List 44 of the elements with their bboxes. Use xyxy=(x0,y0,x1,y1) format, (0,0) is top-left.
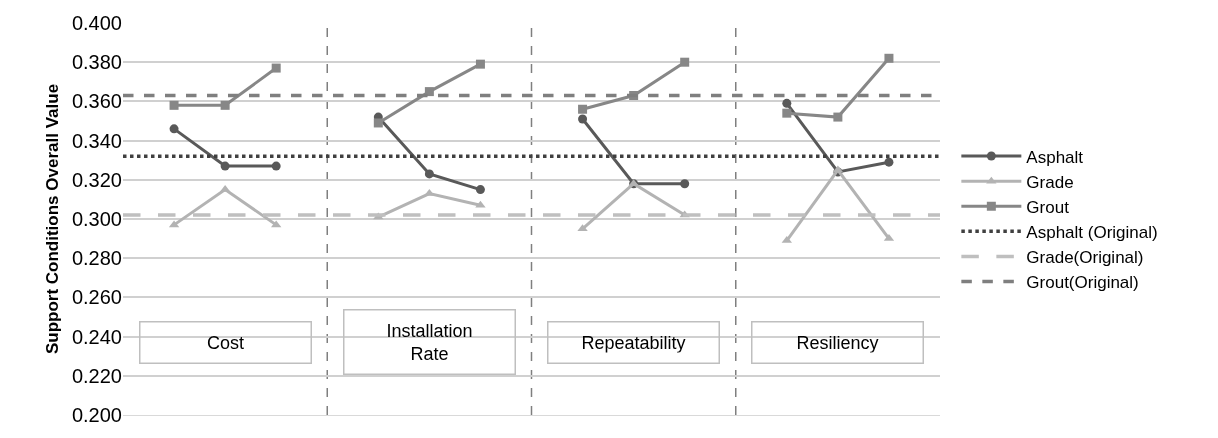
y-tick-label: 0.400 xyxy=(71,12,122,34)
y-tick-label: 0.200 xyxy=(71,404,122,426)
point xyxy=(169,100,179,110)
point xyxy=(680,57,690,67)
point xyxy=(578,114,588,124)
legend-label: Grade xyxy=(1026,172,1074,192)
y-tick-label: 0.300 xyxy=(71,208,122,230)
annotation: Repeatability xyxy=(581,332,686,353)
point xyxy=(782,108,792,118)
point xyxy=(169,124,179,134)
point xyxy=(424,169,434,179)
legend-label: Grade(Original) xyxy=(1026,248,1144,268)
point xyxy=(475,200,486,208)
annotation: Installation Rate xyxy=(386,320,473,364)
legend-label: Grout(Original) xyxy=(1026,273,1139,293)
y-tick-label: 0.380 xyxy=(71,51,122,74)
point xyxy=(220,161,230,171)
legend-label: Asphalt xyxy=(1026,147,1084,167)
point xyxy=(475,185,485,195)
point xyxy=(271,161,281,171)
point xyxy=(884,157,894,167)
point xyxy=(475,59,485,69)
y-tick-label: 0.360 xyxy=(71,90,122,113)
legend-label: Asphalt (Original) xyxy=(1026,222,1158,242)
y-tick-label: 0.280 xyxy=(71,247,122,270)
point xyxy=(271,63,281,73)
point xyxy=(833,112,843,122)
annotation: Cost xyxy=(206,332,245,353)
point xyxy=(220,100,230,110)
y-tick-label: 0.320 xyxy=(71,168,122,191)
legend-label: Grout xyxy=(1026,197,1070,217)
y-tick-label: 0.240 xyxy=(71,325,122,348)
point xyxy=(577,224,588,232)
point xyxy=(884,53,894,63)
point xyxy=(424,87,434,97)
point xyxy=(782,98,792,108)
y-axis-title: Support Conditions Overall Value xyxy=(43,83,63,355)
point xyxy=(680,179,690,189)
y-tick-label: 0.260 xyxy=(71,286,122,309)
point xyxy=(373,118,383,128)
annotation: Resiliency xyxy=(796,332,879,353)
y-tick-label: 0.340 xyxy=(71,129,122,152)
point xyxy=(578,104,588,114)
y-tick-label: 0.220 xyxy=(71,364,122,387)
